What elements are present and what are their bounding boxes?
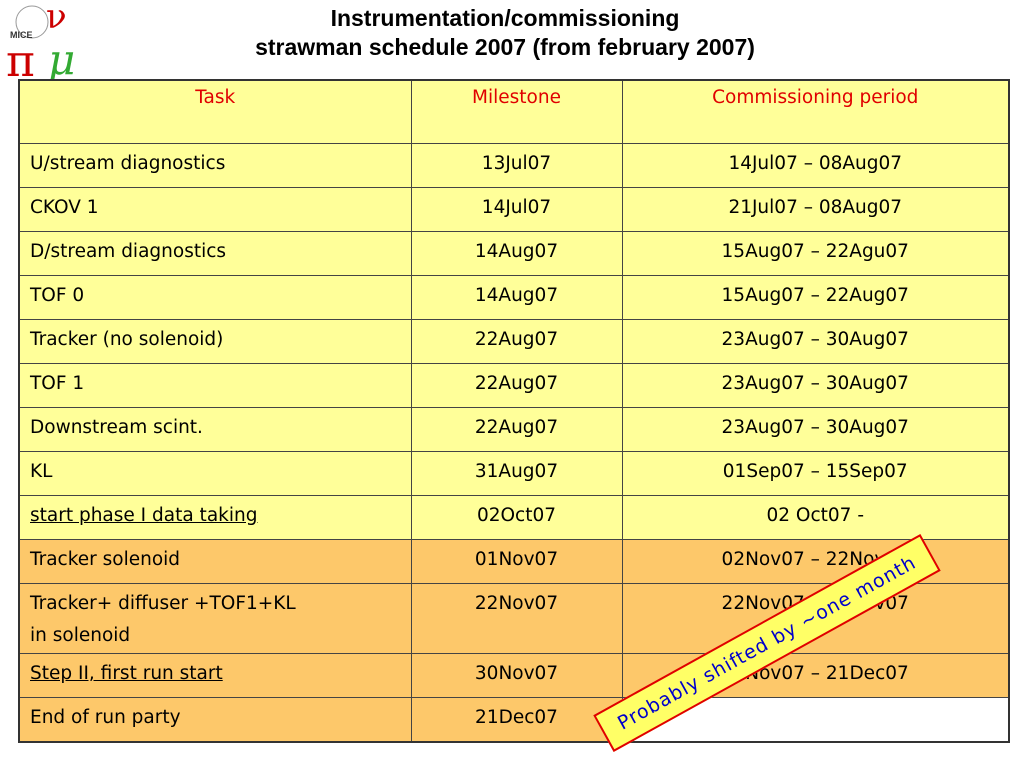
- table-row: TOF 0 14Aug07 15Aug07 – 22Aug07: [18, 275, 1010, 320]
- table-cell: 22Aug07: [410, 407, 623, 452]
- table-cell: 23Aug07 – 30Aug07: [621, 363, 1010, 408]
- table-cell: 15Aug07 – 22Aug07: [621, 275, 1010, 320]
- column-header: Commissioning period: [621, 79, 1010, 144]
- table-cell: 30Nov07: [410, 653, 623, 698]
- table-cell: 02 Oct07 -: [621, 495, 1010, 540]
- table-row: U/stream diagnostics 13Jul07 14Jul07 – 08A…: [18, 143, 1010, 188]
- table-cell: 14Jul07 – 08Aug07: [621, 143, 1010, 188]
- table-row: Downstream scint. 22Aug07 23Aug07 – 30Aug0…: [18, 407, 1010, 452]
- title-line: strawman schedule 2007 (from february 20…: [255, 34, 755, 60]
- table-cell: 21Jul07 – 08Aug07: [621, 187, 1010, 232]
- schedule-table: Task Milestone Commissioning period U/stre…: [18, 79, 1010, 743]
- table-cell: Tracker solenoid: [18, 539, 412, 584]
- title: Instrumentation/commissioning strawman s…: [150, 4, 860, 62]
- table-cell: 14Aug07: [410, 231, 623, 276]
- table-cell: Tracker (no solenoid): [18, 319, 412, 364]
- table-cell: Tracker+ diffuser +TOF1+KL in solenoid: [18, 583, 412, 654]
- table-row: Tracker (no solenoid) 22Aug07 23Aug07 – 30…: [18, 319, 1010, 364]
- table-cell: 15Aug07 – 22Agu07: [621, 231, 1010, 276]
- table-cell: 23Aug07 – 30Aug07: [621, 319, 1010, 364]
- table-row: Step II, first run start 30Nov07 23Nov07 –…: [18, 653, 1010, 698]
- table-row: TOF 1 22Aug07 23Aug07 – 30Aug07: [18, 363, 1010, 408]
- table-cell: CKOV 1: [18, 187, 412, 232]
- table-cell: 02Nov07 – 22Nov07: [621, 539, 1010, 584]
- table-row: start phase I data taking 02Oct07 02 Oct07…: [18, 495, 1010, 540]
- table-cell: End of run party: [18, 697, 412, 742]
- table-cell: 14Jul07: [410, 187, 623, 232]
- table-row: D/stream diagnostics 14Aug07 15Aug07 – 22A…: [18, 231, 1010, 276]
- table-cell: 01Nov07: [410, 539, 623, 584]
- table-cell: TOF 0: [18, 275, 412, 320]
- title-line: Instrumentation/commissioning: [330, 5, 680, 31]
- column-header: Milestone: [410, 79, 623, 144]
- logo: MICE π ν μ: [6, 0, 75, 80]
- table-cell: TOF 1: [18, 363, 412, 408]
- logo-figure: [15, 5, 49, 39]
- table-cell: Downstream scint.: [18, 407, 412, 452]
- column-header: Task: [18, 79, 412, 144]
- table-cell: 31Aug07: [410, 451, 623, 496]
- table-row: Tracker solenoid 01Nov07 02Nov07 – 22Nov07: [18, 539, 1010, 584]
- logo-text: MICE: [10, 30, 33, 40]
- table-cell: 22Aug07: [410, 319, 623, 364]
- table-cell: 02Oct07: [410, 495, 623, 540]
- logo-symbol: π: [6, 36, 35, 80]
- logo-symbol: ν: [46, 0, 67, 37]
- table-row: CKOV 1 14Jul07 21Jul07 – 08Aug07: [18, 187, 1010, 232]
- table-cell: KL: [18, 451, 412, 496]
- table-cell: U/stream diagnostics: [18, 143, 412, 188]
- table-cell: 13Jul07: [410, 143, 623, 188]
- table-cell: Step II, first run start: [18, 653, 412, 698]
- header-row: Task Milestone Commissioning period: [18, 79, 1010, 144]
- table-cell: 22Aug07: [410, 363, 623, 408]
- table-cell: 23Aug07 – 30Aug07: [621, 407, 1010, 452]
- logo-symbol: μ: [48, 35, 75, 80]
- table-cell: D/stream diagnostics: [18, 231, 412, 276]
- table-cell: 01Sep07 – 15Sep07: [621, 451, 1010, 496]
- table-cell: 21Dec07: [410, 697, 623, 742]
- table-row: End of run party 21Dec07: [18, 697, 1010, 742]
- table-cell: start phase I data taking: [18, 495, 412, 540]
- table-cell: 22Nov07: [410, 583, 623, 654]
- table-cell: 14Aug07: [410, 275, 623, 320]
- table-row: KL 31Aug07 01Sep07 – 15Sep07: [18, 451, 1010, 496]
